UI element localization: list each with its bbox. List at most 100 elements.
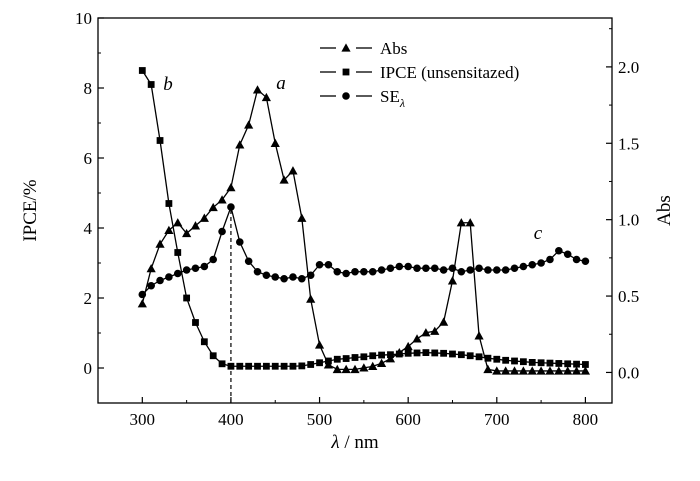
data-point <box>581 257 590 266</box>
data-point <box>518 366 528 375</box>
data-point <box>387 351 394 359</box>
data-point <box>350 364 360 374</box>
data-point <box>440 349 448 357</box>
x-tick-label: 800 <box>573 410 599 429</box>
data-point <box>173 218 183 227</box>
data-point <box>564 360 572 368</box>
data-point <box>155 239 165 248</box>
x-tick-label: 500 <box>307 410 333 429</box>
x-tick-label: 600 <box>395 410 421 429</box>
data-point <box>306 271 315 280</box>
data-point <box>138 290 147 299</box>
data-point <box>484 354 492 362</box>
y2-axis-label: Abs <box>654 195 675 226</box>
data-point <box>421 328 431 337</box>
data-point <box>412 334 422 343</box>
data-point <box>254 362 261 370</box>
data-point <box>501 266 510 274</box>
legend-label: SEλ <box>380 87 405 110</box>
data-point <box>527 366 537 375</box>
data-point <box>466 352 474 360</box>
data-point <box>571 366 582 375</box>
legend-marker <box>342 92 350 100</box>
data-point <box>449 350 456 358</box>
data-point <box>306 294 316 303</box>
data-point <box>563 366 573 375</box>
data-point <box>404 349 412 357</box>
y2-tick-label: 0.5 <box>618 287 639 306</box>
data-point <box>368 361 378 371</box>
data-point <box>199 213 209 222</box>
data-point <box>369 352 377 360</box>
y-tick-label: 6 <box>84 149 93 168</box>
data-point <box>342 269 350 278</box>
data-point <box>298 362 306 370</box>
data-point <box>315 260 324 269</box>
data-point <box>262 362 270 370</box>
data-point <box>297 213 307 222</box>
data-point <box>156 137 164 144</box>
data-point <box>271 362 279 370</box>
data-point <box>183 294 191 302</box>
data-point <box>182 228 192 238</box>
data-point <box>218 227 226 236</box>
data-point <box>413 349 421 357</box>
y2-tick-label: 2.0 <box>618 58 639 77</box>
data-point <box>537 359 545 367</box>
data-point <box>537 259 545 267</box>
data-point <box>316 359 323 367</box>
data-point <box>147 81 155 88</box>
data-point <box>341 364 351 374</box>
data-point <box>262 271 271 280</box>
curve-label-a: a <box>276 73 286 94</box>
data-point <box>209 352 217 360</box>
data-point <box>404 262 412 271</box>
data-point <box>573 360 580 368</box>
data-point <box>466 266 475 274</box>
data-point <box>492 366 502 375</box>
data-point <box>493 355 501 363</box>
data-point <box>235 238 244 246</box>
data-point <box>325 357 332 365</box>
data-point <box>545 366 555 375</box>
data-point <box>244 257 253 266</box>
data-point <box>555 360 563 367</box>
plot-frame <box>97 17 613 404</box>
data-point <box>235 140 245 149</box>
data-point <box>378 351 385 359</box>
data-point <box>377 266 386 274</box>
data-point <box>430 264 439 273</box>
y-tick-label: 4 <box>84 219 93 238</box>
data-point <box>475 353 483 361</box>
series-circle <box>138 203 590 299</box>
y-tick-label: 10 <box>75 9 92 28</box>
data-point <box>192 319 199 326</box>
data-point <box>280 362 288 370</box>
data-point <box>333 267 342 276</box>
x-axis-label: λ / nm <box>330 432 379 453</box>
data-point <box>502 356 510 364</box>
data-point <box>465 218 475 227</box>
data-point <box>227 362 235 370</box>
x-tick-label: 700 <box>484 410 510 429</box>
data-point <box>137 299 147 308</box>
data-point <box>280 274 288 283</box>
data-point <box>484 266 492 274</box>
data-point <box>261 92 271 102</box>
data-point <box>209 255 218 264</box>
data-point <box>156 276 164 285</box>
data-point <box>191 264 200 273</box>
y2-tick-label: 0.0 <box>618 363 639 382</box>
data-point <box>403 341 413 351</box>
data-point <box>360 353 368 361</box>
data-point <box>422 349 430 356</box>
data-point <box>536 366 546 375</box>
data-point <box>245 362 253 370</box>
data-point <box>501 366 511 375</box>
y-axis-label: IPCE/% <box>20 179 41 241</box>
y2-tick-label: 1.0 <box>618 211 639 230</box>
data-point <box>385 354 396 363</box>
legend-label: IPCE (unsensitazed) <box>380 63 519 82</box>
data-point <box>271 273 280 281</box>
